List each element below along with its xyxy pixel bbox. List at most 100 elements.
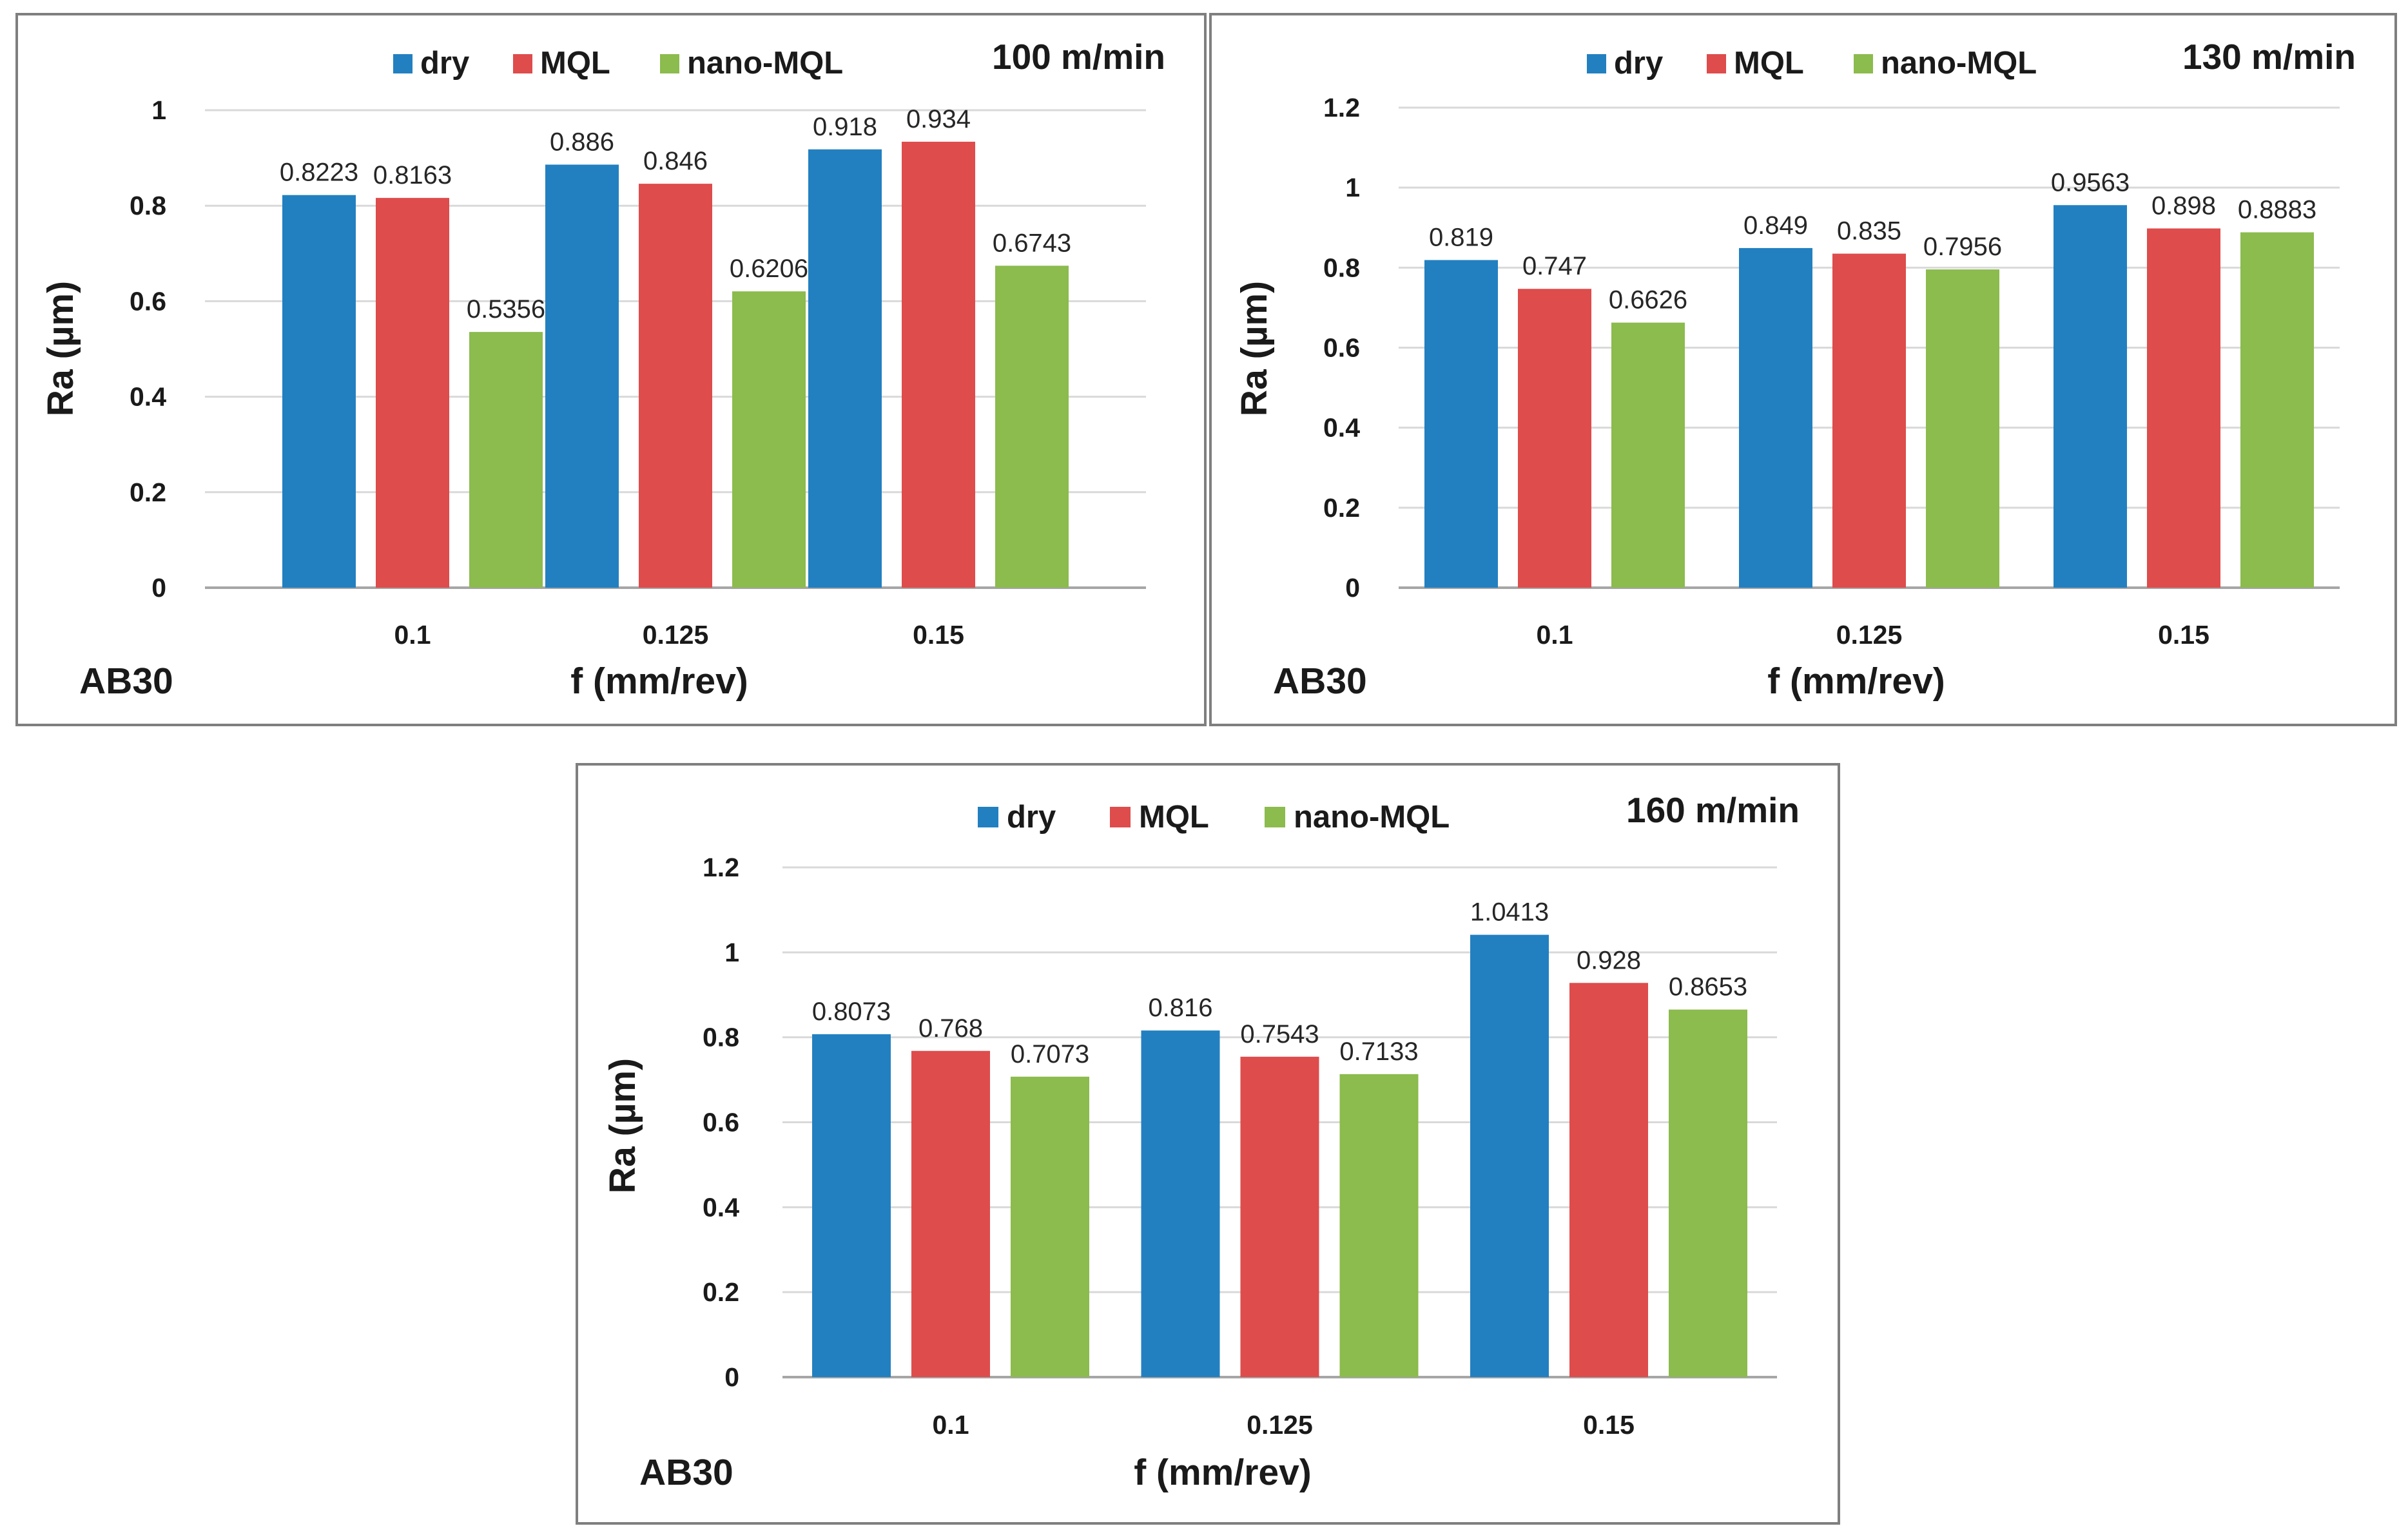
material-label: AB30 — [79, 661, 173, 702]
bar-mql — [911, 1050, 990, 1377]
data-label: 0.747 — [1522, 252, 1587, 280]
legend-label: dry — [420, 46, 469, 81]
data-label: 0.8223 — [280, 159, 358, 187]
data-label: 0.6626 — [1609, 286, 1687, 314]
data-label: 0.5356 — [467, 295, 545, 323]
x-category-label: 0.1 — [933, 1410, 969, 1440]
legend-swatch-dry — [393, 54, 413, 73]
y-tick-label: 1 — [151, 95, 166, 125]
data-label: 0.898 — [2151, 191, 2216, 220]
legend-label: MQL — [1734, 46, 1804, 81]
chart-svg-100: 0 0.2 0.4 0.6 0.8 1 0.8223 0.8163 0.5356 0.1 0.886… — [40, 37, 1165, 702]
data-label: 0.8883 — [2238, 196, 2316, 224]
legend-swatch-mql — [1110, 807, 1131, 827]
y-tick-label: 1 — [724, 938, 739, 967]
y-tick-label: 0 — [1345, 573, 1360, 603]
bar-mql — [1518, 289, 1591, 588]
legend-label: dry — [1007, 800, 1056, 835]
bar-dry — [1470, 934, 1549, 1377]
y-tick-label: 0.6 — [703, 1108, 739, 1137]
bar-nano-mql — [995, 265, 1069, 588]
x-category-label: 0.125 — [1247, 1410, 1313, 1440]
legend-label: MQL — [1139, 800, 1209, 835]
bar-dry — [812, 1034, 891, 1377]
y-tick-label: 1.2 — [703, 853, 739, 882]
bar-dry — [282, 195, 356, 588]
x-axis-label: f (mm/rev) — [570, 661, 748, 702]
legend-swatch-dry — [978, 807, 998, 827]
y-tick-label: 0.4 — [1323, 413, 1360, 443]
chart-svg-160: 0 0.2 0.4 0.6 0.8 1 1.2 0.8073 0.768 0.7073 0.1 0.8… — [602, 790, 1800, 1493]
chart-title: 130 m/min — [2182, 37, 2356, 77]
x-category-label: 0.15 — [913, 620, 964, 650]
bar-dry — [1424, 260, 1498, 588]
data-label: 0.6743 — [993, 229, 1071, 257]
bar-mql — [2147, 228, 2220, 588]
data-label: 0.8653 — [1669, 973, 1747, 1001]
legend-swatch-mql — [1707, 54, 1726, 73]
bar-mql — [1569, 983, 1648, 1377]
legend-label: dry — [1614, 46, 1663, 81]
data-label: 0.835 — [1837, 217, 1901, 246]
chart-title: 100 m/min — [992, 37, 1165, 77]
y-tick-label: 1.2 — [1323, 93, 1360, 122]
bar-nano-mql — [1611, 322, 1685, 588]
x-category-label: 0.15 — [1583, 1410, 1635, 1440]
x-category-label: 0.15 — [2158, 620, 2209, 650]
bar-mql — [1240, 1056, 1319, 1377]
legend-swatch-dry — [1587, 54, 1606, 73]
y-tick-label: 0.4 — [703, 1192, 739, 1222]
y-tick-label: 0 — [724, 1362, 739, 1392]
bar-dry — [2054, 205, 2127, 588]
bar-nano-mql — [732, 291, 806, 588]
data-label: 0.7956 — [1923, 233, 2002, 261]
data-label: 0.6206 — [730, 255, 808, 283]
x-category-label: 0.1 — [1537, 620, 1573, 650]
legend-swatch-nano-mql — [1854, 54, 1873, 73]
legend-label: nano-MQL — [687, 46, 843, 81]
chart-panel-160: 0 0.2 0.4 0.6 0.8 1 1.2 0.8073 0.768 0.7073 0.1 0.8… — [576, 763, 1840, 1525]
chart-panel-130: 0 0.2 0.4 0.6 0.8 1 1.2 0.819 0.747 0.6626 0.1 0.84… — [1209, 13, 2397, 726]
y-axis-label: Ra (µm) — [602, 1058, 643, 1193]
material-label: AB30 — [639, 1452, 733, 1493]
x-category-label: 0.125 — [1836, 620, 1903, 650]
y-tick-label: 0.2 — [130, 478, 166, 507]
data-label: 0.816 — [1148, 994, 1212, 1022]
y-tick-label: 0.6 — [130, 286, 166, 316]
y-tick-label: 0.6 — [1323, 333, 1360, 363]
data-label: 1.0413 — [1470, 898, 1549, 927]
bar-nano-mql — [469, 332, 543, 588]
legend-label: MQL — [540, 46, 610, 81]
material-label: AB30 — [1273, 661, 1367, 702]
legend-label: nano-MQL — [1881, 46, 2037, 81]
data-label: 0.886 — [550, 128, 614, 156]
x-axis-label: f (mm/rev) — [1767, 661, 1945, 702]
bar-dry — [545, 164, 619, 588]
x-category-label: 0.1 — [394, 620, 431, 650]
legend-swatch-nano-mql — [660, 54, 679, 73]
y-tick-label: 0.8 — [130, 191, 166, 220]
data-label: 0.8073 — [812, 998, 891, 1026]
data-label: 0.7073 — [1011, 1040, 1089, 1068]
y-tick-label: 0.8 — [1323, 253, 1360, 282]
data-label: 0.7133 — [1339, 1038, 1418, 1066]
y-tick-label: 0.2 — [1323, 493, 1360, 523]
bar-dry — [808, 149, 882, 588]
bar-nano-mql — [1011, 1076, 1089, 1377]
bar-nano-mql — [1339, 1074, 1419, 1377]
legend-swatch-mql — [513, 54, 532, 73]
chart-svg-130: 0 0.2 0.4 0.6 0.8 1 1.2 0.819 0.747 0.6626 0.1 0.84… — [1234, 37, 2356, 702]
y-tick-label: 0.2 — [703, 1277, 739, 1307]
bar-mql — [639, 184, 712, 588]
bar-nano-mql — [1926, 269, 1999, 588]
data-label: 0.9563 — [2051, 168, 2130, 197]
data-label: 0.918 — [813, 113, 877, 141]
bar-mql — [1832, 253, 1906, 588]
x-category-label: 0.125 — [643, 620, 709, 650]
legend-swatch-nano-mql — [1265, 807, 1285, 827]
legend-label: nano-MQL — [1294, 800, 1450, 835]
y-tick-label: 0.8 — [703, 1023, 739, 1052]
data-label: 0.8163 — [373, 161, 452, 189]
chart-panel-100: 0 0.2 0.4 0.6 0.8 1 0.8223 0.8163 0.5356 0.1 0.886… — [15, 13, 1207, 726]
y-tick-label: 0 — [151, 573, 166, 603]
